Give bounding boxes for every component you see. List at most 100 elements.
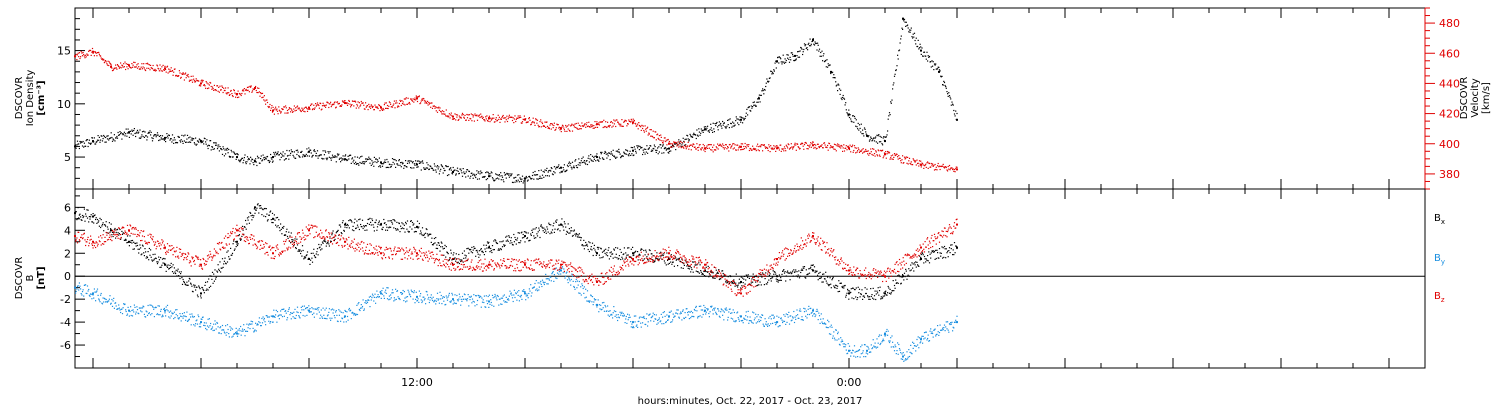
density-series-point xyxy=(848,109,850,111)
density-series-point xyxy=(783,61,785,63)
density-series-point xyxy=(406,166,408,168)
series-by-point xyxy=(110,303,112,305)
velocity-series-point xyxy=(260,93,262,95)
density-series-point xyxy=(148,131,150,133)
series-bx-point xyxy=(430,233,432,235)
velocity-series-point xyxy=(557,124,559,126)
series-bx-point xyxy=(343,230,345,232)
velocity-series-point xyxy=(398,102,400,105)
velocity-series-point xyxy=(908,160,910,162)
velocity-series-point xyxy=(115,64,117,66)
density-series-point xyxy=(455,174,457,176)
velocity-series-point xyxy=(249,85,251,87)
density-series-point xyxy=(884,140,886,143)
velocity-series-point xyxy=(220,89,222,91)
velocity-series-point xyxy=(355,101,357,103)
series-bx-point xyxy=(767,281,769,283)
series-bx-point xyxy=(688,265,690,267)
series-by-point xyxy=(251,323,253,325)
series-bx-point xyxy=(331,234,333,236)
velocity-series-point xyxy=(388,105,390,107)
density-series-point xyxy=(531,177,533,180)
density-series-point xyxy=(613,155,615,157)
series-bx-point xyxy=(367,218,369,221)
velocity-series-point xyxy=(271,105,273,107)
series-bx-point xyxy=(434,242,436,244)
velocity-series-point xyxy=(687,145,689,147)
series-bx-point xyxy=(346,227,348,229)
velocity-series-point xyxy=(118,67,120,69)
density-series-point xyxy=(707,130,709,132)
velocity-series-point xyxy=(271,111,274,113)
density-series-point xyxy=(339,157,341,159)
velocity-series-point xyxy=(462,114,464,116)
series-bx-point xyxy=(115,231,117,233)
series-bx-point xyxy=(697,271,699,273)
density-series-point xyxy=(308,150,310,153)
density-series-point xyxy=(736,118,738,120)
velocity-series-point xyxy=(583,125,585,127)
density-series-point xyxy=(538,170,540,172)
density-series-point xyxy=(937,66,939,68)
series-bx-point xyxy=(948,250,950,252)
series-bx-point xyxy=(129,235,131,237)
series-bx-point xyxy=(83,208,85,210)
series-bx-point xyxy=(458,253,460,256)
density-series-point xyxy=(290,152,292,154)
density-series-point xyxy=(472,177,474,179)
series-bx-point xyxy=(77,207,79,209)
series-by-point xyxy=(76,288,78,290)
density-series-point xyxy=(285,158,287,160)
series-by-point xyxy=(85,292,87,294)
density-series-point xyxy=(315,155,317,157)
density-series-point xyxy=(178,136,180,138)
series-bx-point xyxy=(575,232,577,235)
velocity-series-point xyxy=(678,146,680,148)
series-by-point xyxy=(148,313,150,315)
density-series-point xyxy=(123,133,125,135)
density-series-point xyxy=(331,157,333,159)
series-bx-point xyxy=(952,254,954,256)
velocity-series-point xyxy=(517,115,519,117)
series-by-point xyxy=(326,315,329,317)
velocity-series-point xyxy=(110,64,112,66)
density-series-point xyxy=(621,155,623,157)
series-by-point xyxy=(200,318,202,320)
density-series-point xyxy=(856,126,858,128)
velocity-series-point xyxy=(359,105,361,107)
density-series-point xyxy=(136,129,139,131)
density-series-point xyxy=(519,177,521,179)
series-bx-point xyxy=(296,238,298,240)
velocity-series-point xyxy=(340,105,342,107)
velocity-series-point xyxy=(762,144,764,146)
density-series-point xyxy=(281,155,284,157)
velocity-series-point xyxy=(247,89,249,91)
series-by-point xyxy=(115,302,117,304)
velocity-series-point xyxy=(147,63,149,65)
series-bx-point xyxy=(192,291,194,293)
velocity-series-point xyxy=(397,105,399,107)
density-series-point xyxy=(412,161,414,163)
density-series-point xyxy=(833,74,835,76)
velocity-series-point xyxy=(782,148,784,150)
velocity-series-point xyxy=(123,66,125,68)
series-bx-point xyxy=(823,273,825,275)
series-bx-point xyxy=(690,271,692,273)
density-series-point xyxy=(885,136,887,138)
velocity-series-point xyxy=(165,68,167,71)
velocity-series-point xyxy=(341,104,343,106)
velocity-series-point xyxy=(688,148,690,150)
velocity-series-point xyxy=(401,103,404,105)
density-series-point xyxy=(700,128,702,130)
series-by-point xyxy=(328,311,330,313)
velocity-series-point xyxy=(745,147,747,149)
series-bx-point xyxy=(616,257,618,259)
series-by-point xyxy=(321,317,324,319)
series-by-point xyxy=(296,306,299,308)
density-series-point xyxy=(529,176,531,178)
density-series-point xyxy=(857,122,859,124)
density-series-point xyxy=(428,168,430,170)
density-series-point xyxy=(738,119,740,121)
series-bx-point xyxy=(541,226,543,228)
series-bx-point xyxy=(595,254,597,256)
